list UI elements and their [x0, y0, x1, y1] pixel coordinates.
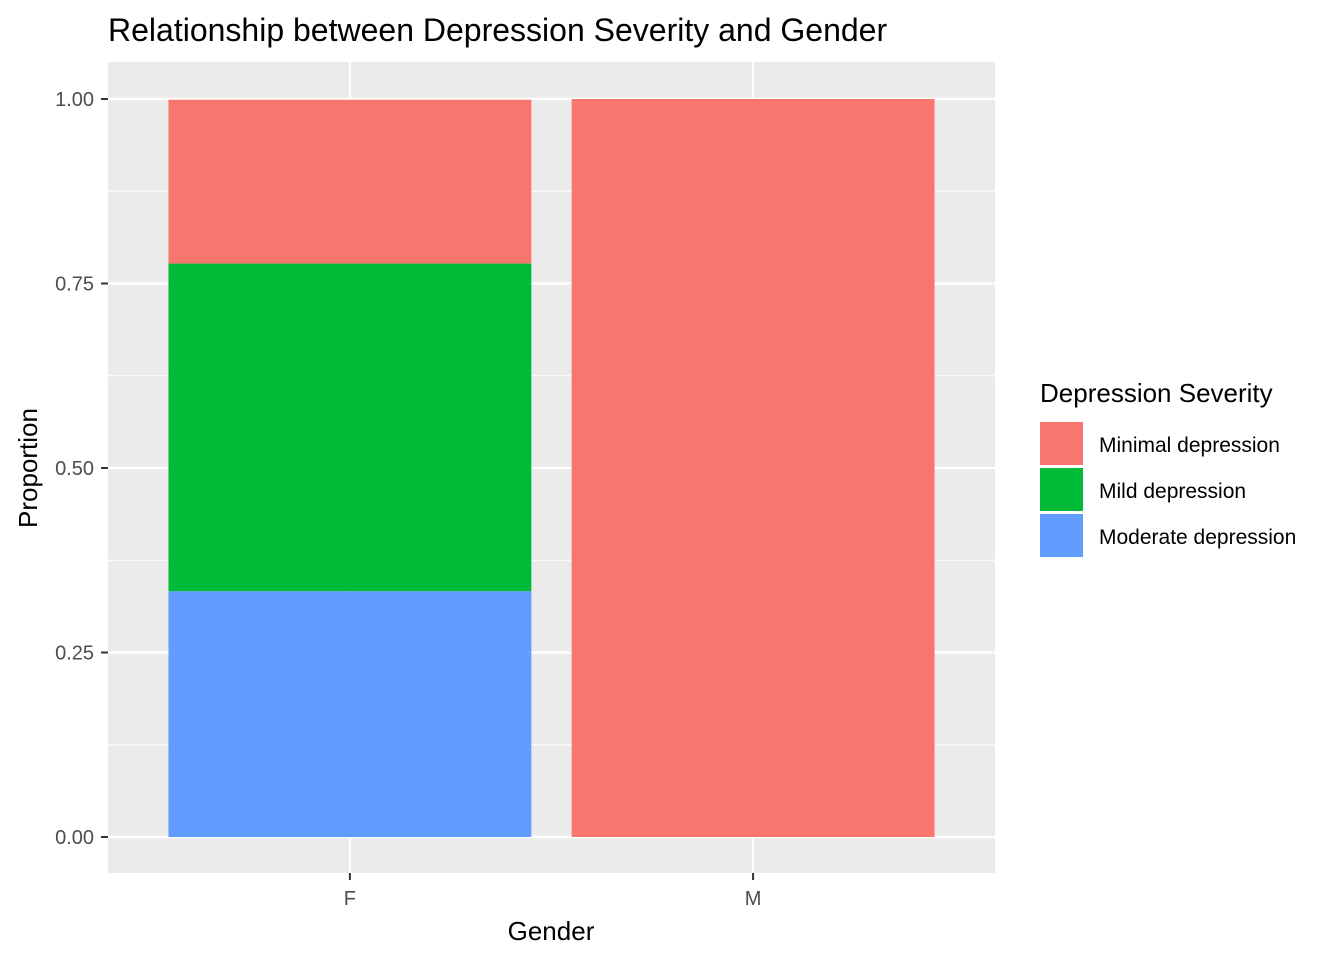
legend-key	[1040, 422, 1083, 465]
y-tick-label: 0.75	[55, 274, 94, 296]
legend-key	[1040, 514, 1083, 557]
bar-segment-m-minimal-depression	[571, 99, 935, 837]
legend-key	[1040, 468, 1083, 511]
x-tick-label: F	[344, 888, 356, 910]
legend-title: Depression Severity	[1040, 378, 1273, 408]
legend: Depression Severity Minimal depression Mi…	[1040, 378, 1296, 557]
bar-segment-f-mild-depression	[168, 263, 532, 592]
legend-label: Moderate depression	[1099, 526, 1296, 549]
x-axis-title: Gender	[508, 916, 595, 946]
legend-label: Minimal depression	[1099, 434, 1280, 457]
bar-segment-f-minimal-depression	[168, 99, 532, 264]
bars	[168, 99, 935, 837]
bar-segment-f-moderate-depression	[168, 591, 532, 837]
y-axis-title: Proportion	[13, 408, 43, 528]
x-tick-label: M	[745, 888, 762, 910]
y-tick-label: 0.50	[55, 458, 94, 480]
y-tick-label: 0.00	[55, 827, 94, 849]
y-tick-label: 0.25	[55, 643, 94, 665]
chart-title: Relationship between Depression Severity…	[108, 12, 887, 48]
y-axis: 0.00 0.25 0.50 0.75 1.00	[55, 89, 108, 849]
legend-label: Mild depression	[1099, 480, 1246, 503]
y-tick-label: 1.00	[55, 89, 94, 111]
